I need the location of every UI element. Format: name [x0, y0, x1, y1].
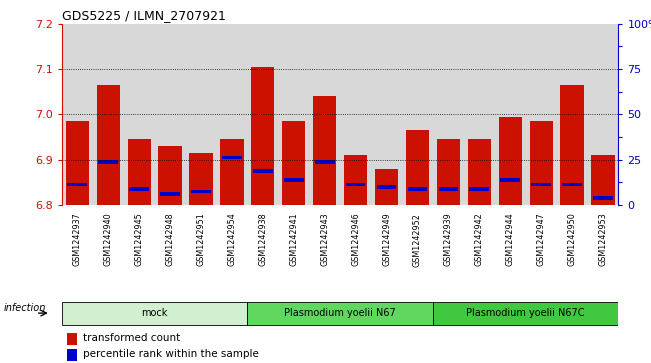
- Text: Plasmodium yoelii N67C: Plasmodium yoelii N67C: [466, 308, 585, 318]
- Bar: [561, 85, 584, 205]
- Bar: [346, 183, 365, 187]
- Bar: [499, 117, 522, 205]
- Bar: [402, 24, 433, 205]
- Text: GDS5225 / ILMN_2707921: GDS5225 / ILMN_2707921: [62, 9, 226, 23]
- Bar: [562, 183, 582, 187]
- Bar: [525, 24, 557, 205]
- Bar: [124, 24, 154, 205]
- Bar: [501, 178, 520, 182]
- Bar: [62, 24, 92, 205]
- Bar: [158, 146, 182, 205]
- Bar: [467, 139, 491, 205]
- FancyBboxPatch shape: [62, 302, 247, 325]
- Bar: [408, 187, 427, 191]
- Bar: [587, 24, 618, 205]
- Bar: [557, 24, 587, 205]
- Bar: [220, 139, 243, 205]
- Text: transformed count: transformed count: [83, 333, 180, 343]
- Text: infection: infection: [3, 303, 46, 313]
- Bar: [247, 24, 278, 205]
- Bar: [154, 24, 186, 205]
- Bar: [282, 121, 305, 205]
- Bar: [191, 189, 211, 193]
- Bar: [98, 160, 118, 164]
- Bar: [469, 187, 489, 191]
- Bar: [92, 24, 124, 205]
- Bar: [406, 130, 429, 205]
- Bar: [96, 85, 120, 205]
- Bar: [439, 187, 458, 191]
- Bar: [313, 96, 337, 205]
- Bar: [371, 24, 402, 205]
- Bar: [160, 192, 180, 196]
- Bar: [309, 24, 340, 205]
- Bar: [251, 67, 275, 205]
- Bar: [340, 24, 371, 205]
- Bar: [593, 196, 613, 200]
- Bar: [437, 139, 460, 205]
- Bar: [377, 185, 396, 189]
- Bar: [68, 333, 77, 345]
- Bar: [433, 24, 464, 205]
- Bar: [68, 183, 87, 187]
- Bar: [216, 24, 247, 205]
- Bar: [344, 155, 367, 205]
- Bar: [130, 187, 149, 191]
- Bar: [464, 24, 495, 205]
- Bar: [128, 139, 151, 205]
- Bar: [495, 24, 525, 205]
- Bar: [315, 160, 335, 164]
- Bar: [284, 178, 303, 182]
- Bar: [253, 169, 273, 173]
- Bar: [531, 183, 551, 187]
- Bar: [529, 121, 553, 205]
- Bar: [278, 24, 309, 205]
- FancyBboxPatch shape: [433, 302, 618, 325]
- Bar: [189, 153, 213, 205]
- FancyBboxPatch shape: [247, 302, 433, 325]
- Bar: [66, 121, 89, 205]
- Bar: [591, 155, 615, 205]
- Text: percentile rank within the sample: percentile rank within the sample: [83, 349, 259, 359]
- Text: mock: mock: [141, 308, 168, 318]
- Text: Plasmodium yoelii N67: Plasmodium yoelii N67: [284, 308, 396, 318]
- Bar: [375, 169, 398, 205]
- Bar: [222, 156, 242, 159]
- Bar: [68, 349, 77, 361]
- Bar: [186, 24, 216, 205]
